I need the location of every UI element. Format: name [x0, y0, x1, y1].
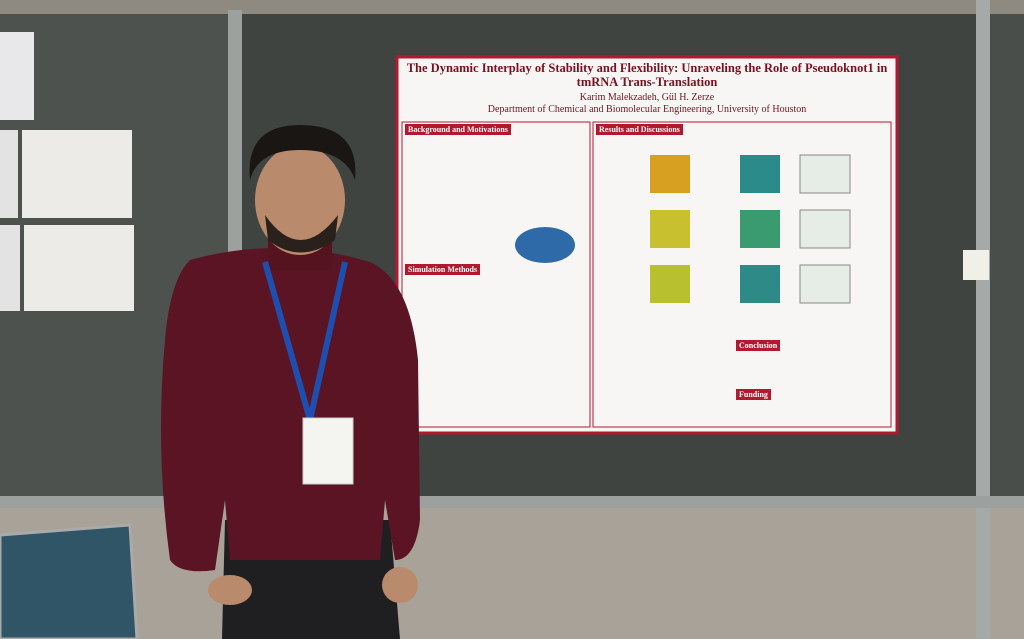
floor	[0, 500, 1024, 639]
section-header: Funding	[736, 389, 771, 400]
plot	[799, 209, 851, 249]
paper	[0, 225, 20, 311]
plot	[799, 264, 851, 304]
poster-title: The Dynamic Interplay of Stability and F…	[406, 61, 888, 89]
hand	[382, 567, 418, 603]
chair	[0, 523, 139, 639]
badge	[302, 417, 354, 485]
plot	[799, 154, 851, 194]
heatmap	[740, 155, 780, 193]
cup	[963, 250, 989, 280]
heatmap	[650, 155, 690, 193]
poster-column	[592, 121, 892, 428]
heatmap	[740, 210, 780, 248]
heatmap	[740, 265, 780, 303]
section-header: Simulation Methods	[405, 264, 481, 275]
face	[255, 145, 345, 255]
heatmap	[650, 265, 690, 303]
section-header: Results and Discussions	[596, 124, 683, 135]
poster-column	[401, 121, 591, 428]
poster-authors: Karim Malekzadeh, Gül H. Zerze	[579, 92, 715, 103]
surface-plot	[515, 227, 575, 263]
paper	[0, 32, 34, 120]
heatmap	[650, 210, 690, 248]
paper	[0, 130, 18, 218]
frame-post	[976, 0, 990, 639]
section-header: Conclusion	[736, 340, 781, 351]
sweater	[161, 247, 420, 572]
poster-affiliation: Department of Chemical and Biomolecular …	[487, 104, 807, 115]
paper	[22, 130, 132, 218]
section-header: Background and Motivations	[405, 124, 511, 135]
hair	[249, 125, 356, 180]
paper	[24, 225, 134, 311]
board-right	[990, 14, 1024, 504]
beard	[265, 215, 338, 253]
hand	[208, 575, 252, 605]
frame-bar	[0, 496, 1024, 508]
